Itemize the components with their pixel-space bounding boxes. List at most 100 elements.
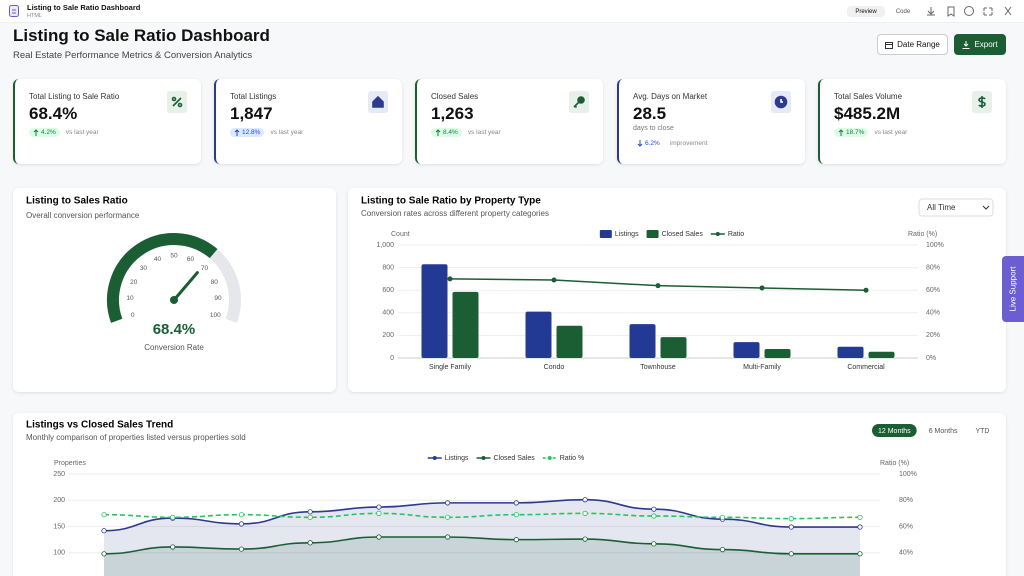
legend-label: Ratio % (560, 455, 585, 462)
series-point (170, 544, 176, 550)
code-label[interactable]: Code (895, 8, 911, 15)
kpi-note: vs last year (467, 129, 501, 136)
kpi-change: 12.8% (242, 129, 261, 136)
kpi-note: improvement (669, 140, 708, 147)
legend-label: Ratio (728, 231, 744, 238)
kpi-change: 6.2% (645, 140, 660, 147)
kpi-change-row: 18.7% vs last year (834, 128, 907, 137)
bar (837, 346, 864, 358)
filter-dropdown[interactable] (918, 198, 994, 217)
kpi-value: 28.5 (633, 104, 667, 123)
series-point (445, 500, 451, 506)
x-tick-label: Townhouse (640, 364, 676, 371)
kpi-change: 4.2% (41, 129, 56, 136)
y2-tick-label: 80% (926, 264, 940, 271)
close-icon[interactable] (1004, 6, 1012, 16)
kpi-change: 8.4% (443, 129, 458, 136)
legend-dot (547, 456, 552, 460)
series-point (376, 534, 382, 540)
gauge-tick-label: 80 (211, 279, 219, 286)
series-point (307, 509, 313, 515)
download-icon[interactable] (927, 7, 935, 16)
series-point (582, 497, 588, 503)
expand-icon[interactable] (983, 7, 993, 16)
gauge-tick-label: 100 (210, 312, 221, 319)
kpi-icon (972, 91, 992, 113)
bar (629, 324, 656, 358)
kpi-note: vs last year (65, 129, 99, 136)
series-point (307, 514, 313, 520)
legend-label: Closed Sales (493, 455, 535, 462)
legend: Listings Closed Sales Ratio % (427, 455, 585, 462)
kpi-card: Total Listings 1,847 12.8% vs last year (214, 79, 402, 164)
kpi-card: Closed Sales 1,263 8.4% vs last year (415, 79, 603, 164)
y-tick-label: 200 (53, 497, 65, 504)
kpi-icon-glyph (978, 96, 986, 108)
trend-arrow (33, 129, 39, 136)
trend-card (13, 413, 1006, 576)
preview-button[interactable]: Preview (847, 6, 885, 17)
kpi-label: Total Listing to Sale Ratio (29, 92, 120, 101)
date-range-button[interactable]: Date Range (877, 34, 948, 55)
code-button[interactable]: Code (888, 6, 918, 17)
y-tick-label: 800 (382, 264, 394, 271)
range-tab-label[interactable]: 12 Months (878, 428, 911, 435)
bar (556, 325, 583, 358)
ratio-point (447, 276, 453, 282)
series-point (582, 536, 588, 542)
kpi-card: Total Listing to Sale Ratio 68.4% 4.2% vs l… (13, 79, 201, 164)
range-tab-label[interactable]: YTD (975, 428, 989, 435)
legend-label: Listings (445, 455, 469, 462)
page-title: Listing to Sale Ratio Dashboard (13, 26, 270, 45)
kpi-change-row: 8.4% vs last year (431, 128, 501, 137)
kpi-change-row: 12.8% vs last year (230, 128, 303, 137)
series-line (103, 498, 860, 532)
y-tick-label: 250 (53, 471, 65, 478)
legend-label: Closed Sales (662, 231, 704, 238)
card-subtitle: Conversion rates across different proper… (361, 209, 549, 218)
kpi-change-row: 6.2% improvement (633, 139, 707, 148)
legend-label: Listings (615, 231, 639, 238)
preview-label[interactable]: Preview (855, 8, 877, 15)
series-point (651, 513, 657, 519)
series-point (376, 510, 382, 516)
series-point (376, 504, 382, 510)
y-tick-label: 200 (382, 332, 394, 339)
ratio-point (655, 283, 661, 289)
series-point (857, 524, 863, 530)
dropdown-chevron (982, 205, 990, 210)
y-tick-label: 100 (53, 550, 65, 557)
gauge-value-arc (107, 233, 218, 323)
kpi-card: Total Sales Volume $485.2M 18.7% vs last ye… (818, 79, 1006, 164)
live-support-label[interactable]: Live Support (1008, 266, 1018, 312)
x-tick-label: Single Family (429, 364, 472, 371)
kpi-value: 1,847 (230, 104, 273, 123)
kpi-note: vs last year (270, 129, 304, 136)
legend-swatch (646, 230, 659, 238)
kpi-value: 1,263 (431, 104, 474, 123)
globe-icon[interactable] (964, 6, 974, 16)
export-button[interactable]: Export (954, 34, 1006, 55)
kpi-change-pill: 18.7% (834, 128, 869, 137)
export-label[interactable]: Export (974, 40, 998, 49)
range-tab[interactable] (872, 424, 917, 437)
series-point (857, 514, 863, 520)
kpi-value: $485.2M (834, 104, 901, 123)
range-tab-label[interactable]: 6 Months (929, 428, 958, 435)
series-point (101, 528, 107, 534)
bookmark-icon[interactable] (947, 6, 955, 17)
gauge-tick-label: 50 (170, 253, 178, 260)
live-support-tab[interactable]: Live Support (1002, 256, 1024, 322)
y2-tick-label: 20% (926, 332, 940, 339)
y2-axis-title: Ratio (%) (908, 231, 937, 238)
series-point (651, 506, 657, 512)
kpi-icon-glyph (573, 96, 585, 109)
gauge-tick-label: 60 (187, 256, 195, 263)
trend-arrow (234, 129, 240, 136)
kpi-icon (771, 91, 791, 113)
date-range-label[interactable]: Date Range (897, 40, 940, 49)
kpi-label: Avg. Days on Market (633, 92, 708, 101)
card-subtitle: Monthly comparison of properties listed … (26, 433, 246, 442)
gauge-tick-label: 70 (201, 265, 209, 272)
y2-tick-label: 40% (899, 550, 913, 557)
